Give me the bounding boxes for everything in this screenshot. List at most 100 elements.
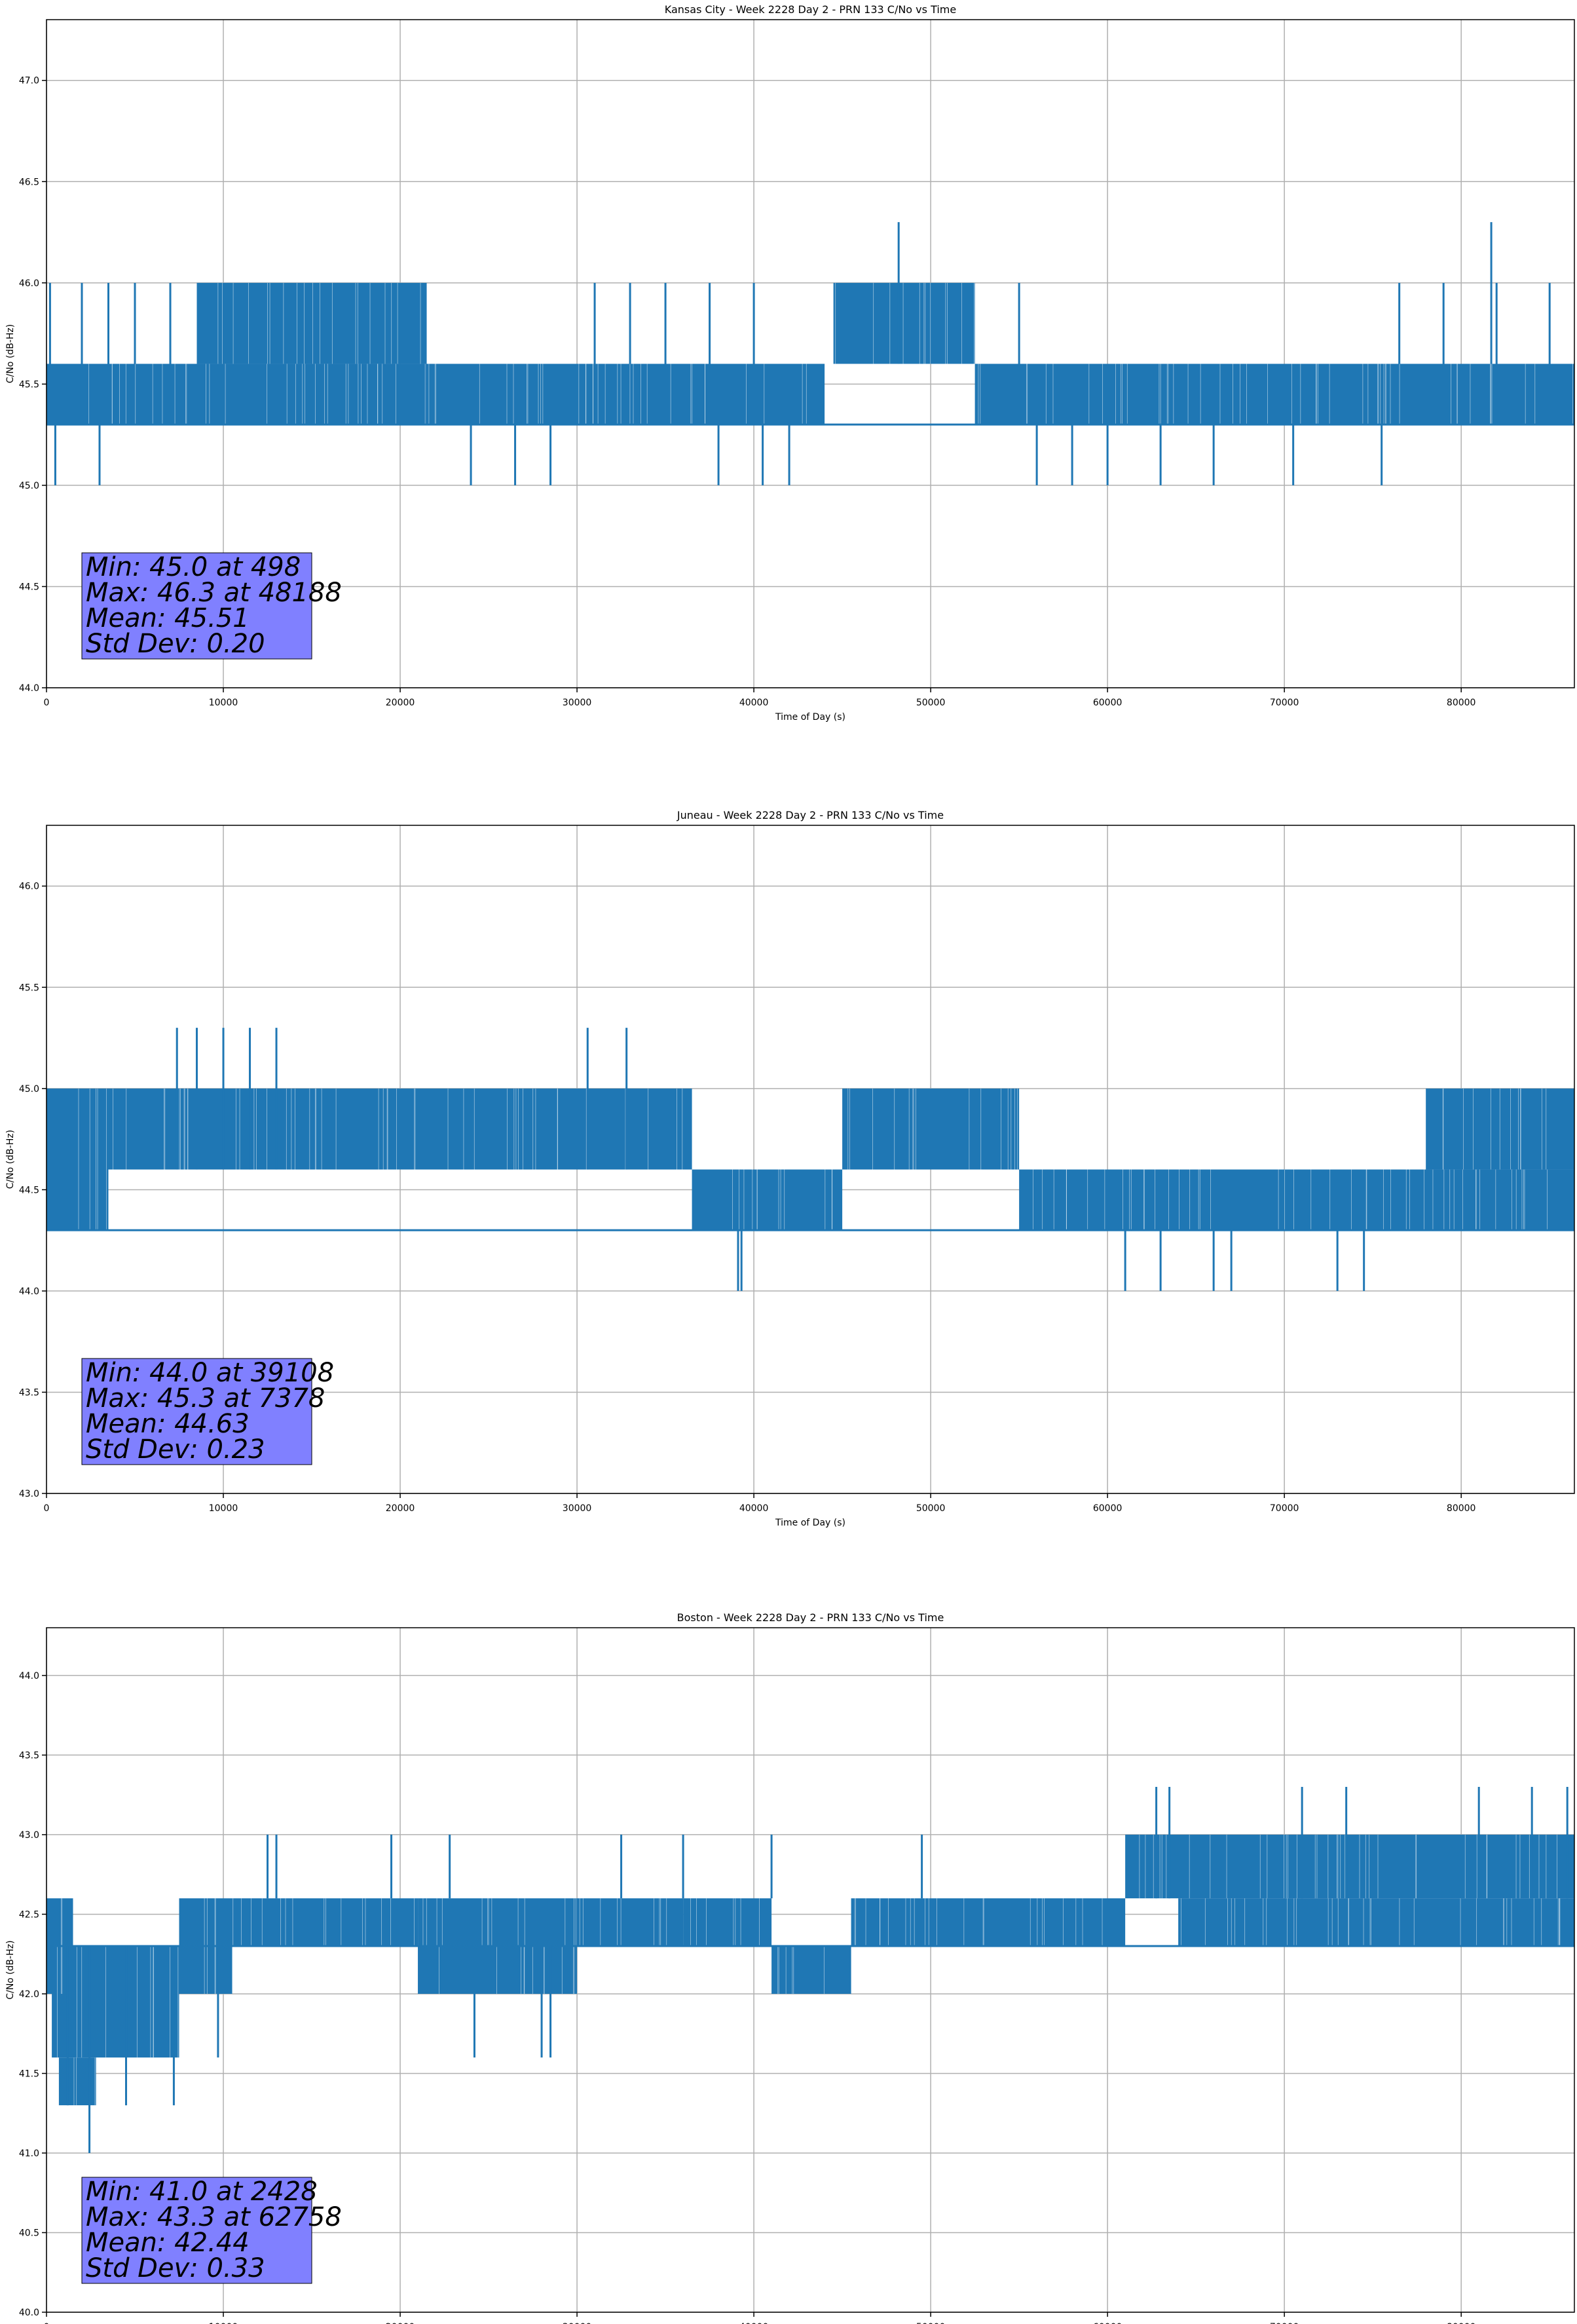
- y-axis-label: C/No (dB-Hz): [5, 1940, 16, 1999]
- x-tick-label: 0: [44, 1503, 50, 1514]
- x-tick-label: 70000: [1270, 698, 1299, 708]
- data-band: [692, 1169, 843, 1231]
- x-tick-label: 0: [44, 698, 50, 708]
- stats-box: [81, 2177, 312, 2284]
- data-band: [683, 1898, 772, 1947]
- x-tick-label: 10000: [209, 698, 238, 708]
- y-tick-label: 42.5: [19, 1909, 39, 1920]
- stats-line: Min: 44.0 at 39108: [86, 1358, 334, 1388]
- stats-line: Max: 45.3 at 7378: [86, 1383, 325, 1414]
- stats-box: [81, 552, 312, 660]
- x-tick-label: 80000: [1447, 2322, 1476, 2324]
- data-band: [771, 1946, 851, 1994]
- x-tick-label: 30000: [563, 698, 592, 708]
- data-band: [196, 282, 427, 364]
- data-band: [58, 2057, 96, 2106]
- stats-line: Min: 45.0 at 498: [86, 552, 301, 582]
- y-tick-label: 44.5: [19, 582, 39, 592]
- stats-line: Std Dev: 0.23: [86, 1434, 265, 1465]
- stats-line: Std Dev: 0.20: [86, 629, 265, 659]
- y-tick-label: 45.5: [19, 983, 39, 993]
- x-tick-label: 60000: [1093, 1503, 1122, 1514]
- y-tick-label: 43.0: [19, 1830, 39, 1841]
- y-tick-label: 41.5: [19, 2069, 39, 2079]
- stats-box: [81, 1358, 312, 1465]
- x-tick-label: 30000: [563, 2322, 592, 2324]
- x-tick-label: 60000: [1093, 2322, 1122, 2324]
- plot-frame: [46, 1627, 1575, 2313]
- y-axis-label: C/No (dB-Hz): [5, 324, 16, 383]
- x-tick-label: 20000: [386, 2322, 415, 2324]
- stats-line: Mean: 42.44: [86, 2228, 250, 2258]
- x-tick-label: 70000: [1270, 2322, 1299, 2324]
- y-tick-label: 42.0: [19, 1989, 39, 2000]
- y-tick-label: 44.0: [19, 683, 39, 694]
- y-tick-label: 43.5: [19, 1750, 39, 1761]
- x-tick-label: 30000: [563, 1503, 592, 1514]
- x-tick-label: 20000: [386, 1503, 415, 1514]
- data-band: [842, 1088, 1020, 1170]
- chart-title: Boston - Week 2228 Day 2 - PRN 133 C/No …: [677, 1611, 944, 1624]
- data-band: [108, 1088, 692, 1170]
- stats-line: Max: 46.3 at 48188: [86, 578, 342, 608]
- x-tick-label: 80000: [1447, 698, 1476, 708]
- chart-panel-3: 0 10000 20000 30000 40000 50000 60000 70000 8000…: [5, 1611, 1575, 2324]
- data-band: [418, 1898, 578, 1947]
- x-tick-label: 50000: [916, 2322, 946, 2324]
- y-axis-label: C/No (dB-Hz): [5, 1130, 16, 1189]
- x-tick-label: 50000: [916, 1503, 946, 1514]
- data-band: [426, 364, 825, 425]
- stats-line: Mean: 44.63: [86, 1409, 250, 1439]
- stats-line: Std Dev: 0.33: [86, 2253, 265, 2283]
- chart-panel-1: 0 10000 20000 30000 40000 50000 60000 70000 8000…: [5, 3, 1575, 722]
- y-tick-label: 46.0: [19, 882, 39, 892]
- x-axis-label: Time of Day (s): [775, 712, 845, 722]
- data-band: [232, 1898, 418, 1947]
- data-band: [1125, 1834, 1574, 1899]
- x-tick-label: 70000: [1270, 1503, 1299, 1514]
- y-tick-label: 45.0: [19, 481, 39, 491]
- x-tick-label: 40000: [739, 698, 769, 708]
- y-tick-label: 44.0: [19, 1671, 39, 1681]
- x-tick-label: 10000: [209, 1503, 238, 1514]
- y-tick-label: 44.0: [19, 1286, 39, 1297]
- x-tick-label: 80000: [1447, 1503, 1476, 1514]
- y-tick-label: 46.5: [19, 177, 39, 187]
- data-band: [46, 364, 427, 425]
- x-tick-label: 50000: [916, 698, 946, 708]
- y-tick-label: 41.0: [19, 2148, 39, 2159]
- x-tick-label: 20000: [386, 698, 415, 708]
- y-tick-label: 43.5: [19, 1387, 39, 1398]
- y-tick-label: 40.0: [19, 2308, 39, 2318]
- y-tick-label: 46.0: [19, 278, 39, 289]
- data-band: [418, 1946, 578, 1994]
- data-band: [974, 364, 1574, 425]
- y-tick-label: 47.0: [19, 76, 39, 86]
- stats-line: Max: 43.3 at 62758: [86, 2202, 342, 2232]
- data-band: [1019, 1169, 1574, 1231]
- y-tick-label: 43.0: [19, 1489, 39, 1499]
- x-tick-label: 60000: [1093, 698, 1122, 708]
- x-tick-label: 40000: [739, 1503, 769, 1514]
- data-band: [577, 1898, 684, 1947]
- stats-line: Mean: 45.51: [86, 603, 250, 633]
- x-axis-label: Time of Day (s): [775, 1518, 845, 1528]
- y-tick-label: 44.5: [19, 1185, 39, 1195]
- y-tick-label: 45.0: [19, 1084, 39, 1095]
- data-band: [851, 1898, 1126, 1947]
- x-tick-label: 10000: [209, 2322, 238, 2324]
- x-tick-label: 40000: [739, 2322, 769, 2324]
- x-tick-label: 0: [44, 2322, 50, 2324]
- chart-title: Juneau - Week 2228 Day 2 - PRN 133 C/No …: [677, 809, 944, 821]
- chart-title: Kansas City - Week 2228 Day 2 - PRN 133 …: [665, 3, 956, 16]
- data-band: [833, 282, 975, 364]
- data-band: [52, 1946, 179, 2058]
- stats-line: Min: 41.0 at 2428: [86, 2177, 318, 2207]
- chart-panel-2: 0 10000 20000 30000 40000 50000 60000 70000 8000…: [5, 809, 1575, 1528]
- y-tick-label: 40.5: [19, 2228, 39, 2238]
- y-tick-label: 45.5: [19, 379, 39, 390]
- data-band: [1178, 1898, 1574, 1947]
- plot-frame: [46, 19, 1575, 688]
- data-band: [46, 1088, 109, 1231]
